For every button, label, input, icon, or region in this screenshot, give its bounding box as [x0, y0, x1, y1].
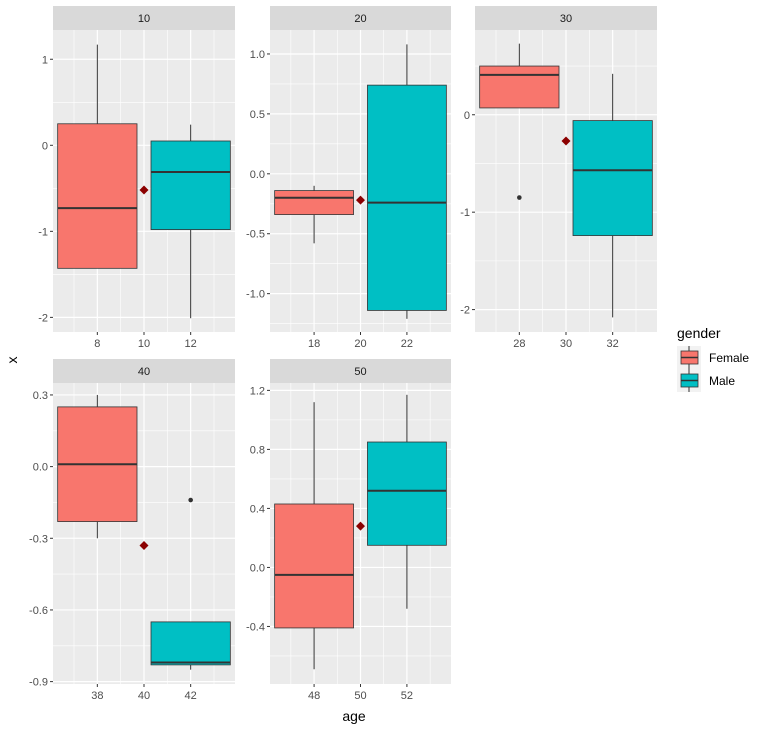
box-iqr [367, 84, 447, 311]
facet-panel-50: 50 -0.4 0.0 0.4 0.8 1.2 48 50 52 [246, 359, 451, 702]
mean-marker [356, 195, 365, 205]
x-tick-label: 12 [185, 338, 197, 350]
x-tick-label: 22 [401, 338, 413, 350]
legend-label-male: Male [709, 374, 735, 388]
legend-key-female [677, 346, 701, 369]
y-tick-label: -1.0 [246, 289, 265, 301]
x-tick-label: 38 [91, 690, 103, 702]
y-tick-label: -0.3 [29, 533, 48, 545]
y-tick-label: -2 [460, 305, 470, 317]
mean-marker [139, 540, 149, 550]
x-tick-label: 48 [308, 690, 320, 702]
facet-strip [53, 359, 235, 383]
x-tick-label: 42 [185, 690, 197, 702]
facet-strip-label: 30 [560, 13, 572, 25]
y-tick-label: -1 [460, 207, 470, 219]
box-iqr [150, 140, 231, 231]
box-iqr [367, 441, 447, 546]
box-male [367, 44, 447, 319]
y-tick-label: 1.2 [250, 385, 265, 397]
outlier-point [188, 497, 193, 503]
x-tick-label: 8 [94, 338, 100, 350]
facet-strip [270, 6, 451, 30]
x-tick-label: 10 [138, 338, 150, 350]
x-tick-label: 30 [560, 338, 572, 350]
box-male [150, 497, 231, 670]
mean-marker [356, 521, 365, 531]
box-iqr [572, 120, 653, 236]
y-tick-label: -0.6 [29, 605, 48, 617]
facet-panel-30: 30 -2 -1 0 28 30 32 [460, 6, 657, 350]
x-tick-label: 32 [607, 338, 619, 350]
y-tick-label: -1 [38, 226, 48, 238]
y-tick-label: 0.8 [250, 444, 265, 456]
y-tick-label: 0.5 [250, 109, 265, 121]
facet-strip [53, 6, 235, 30]
mean-marker [139, 185, 149, 195]
x-tick-label: 20 [354, 338, 366, 350]
box-male [572, 73, 653, 318]
y-tick-label: 1.0 [250, 49, 265, 61]
facet-strip-label: 40 [138, 366, 150, 378]
facet-strip [475, 6, 657, 30]
x-tick-label: 52 [401, 690, 413, 702]
box-male [367, 394, 447, 609]
x-axis-title: age [342, 708, 366, 724]
y-tick-label: 0.0 [250, 169, 265, 181]
box-iqr [274, 503, 354, 629]
legend-title: gender [677, 325, 721, 341]
facet-strip-label: 10 [138, 13, 150, 25]
y-tick-label: -0.4 [246, 621, 265, 633]
y-tick-label: 1 [42, 54, 48, 66]
mean-marker [561, 136, 571, 146]
box-iqr [274, 190, 354, 215]
y-tick-label: 0.3 [33, 390, 48, 402]
y-tick-label: -2 [38, 312, 48, 324]
y-tick-label: 0 [42, 140, 48, 152]
y-tick-label: 0.0 [250, 562, 265, 574]
box-female [274, 185, 354, 244]
box-iqr [57, 123, 138, 269]
y-tick-label: 0.0 [33, 462, 48, 474]
facet-panel-20: 20 -1.0 -0.5 0.0 0.5 1.0 18 20 22 [246, 6, 451, 350]
facet-panel-40: 40 -0.9 -0.6 -0.3 0.0 0.3 38 40 42 [29, 359, 235, 702]
box-male [150, 124, 231, 319]
x-tick-label: 40 [138, 690, 150, 702]
facet-strip [270, 359, 451, 383]
facet-panel-10: 10 -2 -1 0 1 8 10 12 [38, 6, 235, 350]
box-female [274, 402, 354, 670]
x-tick-label: 18 [308, 338, 320, 350]
legend-key-male [677, 369, 701, 392]
box-female [479, 43, 560, 200]
x-tick-label: 50 [354, 690, 366, 702]
facet-strip-label: 50 [354, 366, 366, 378]
legend: gender Female Male [677, 325, 749, 392]
box-female [57, 44, 138, 269]
box-iqr [150, 621, 231, 666]
y-axis-title: x [4, 357, 20, 364]
box-iqr [479, 65, 560, 109]
y-tick-label: 0 [464, 110, 470, 122]
facet-strip-label: 20 [354, 13, 366, 25]
y-tick-label: 0.4 [250, 503, 265, 515]
x-tick-label: 28 [513, 338, 525, 350]
legend-label-female: Female [709, 351, 749, 365]
outlier-point [517, 195, 522, 200]
y-tick-label: -0.9 [29, 677, 48, 689]
box-female [57, 394, 138, 539]
y-tick-label: -0.5 [246, 229, 265, 241]
